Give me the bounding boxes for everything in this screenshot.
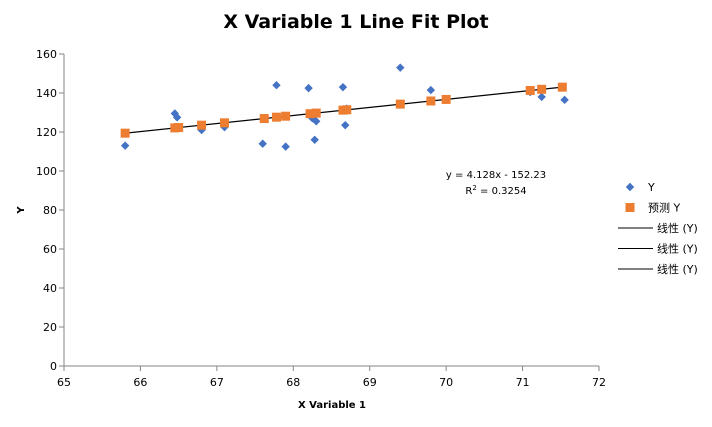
data-point-predicted-y bbox=[197, 120, 207, 130]
data-point-predicted-y bbox=[525, 85, 535, 95]
legend-label: 线性 (Y) bbox=[657, 262, 698, 276]
r2-prefix: R bbox=[465, 186, 472, 197]
data-point-y bbox=[172, 113, 182, 122]
y-tick-label: 160 bbox=[36, 48, 57, 61]
data-point-y bbox=[341, 120, 350, 130]
y-axis-title: Y bbox=[16, 206, 27, 215]
x-tick-label: 69 bbox=[363, 376, 377, 389]
chart-title: X Variable 1 Line Fit Plot bbox=[223, 11, 488, 33]
data-point-y bbox=[537, 92, 546, 102]
data-point-y bbox=[560, 95, 569, 105]
data-point-y bbox=[281, 142, 290, 151]
data-point-y bbox=[258, 139, 267, 148]
data-point-y bbox=[338, 82, 348, 92]
data-point-predicted-y bbox=[120, 128, 130, 138]
x-tick-label: 68 bbox=[286, 376, 300, 389]
legend-label: Y bbox=[647, 181, 655, 194]
r2-value: = 0.3254 bbox=[477, 186, 527, 197]
legend-label: 线性 (Y) bbox=[657, 242, 698, 256]
data-point-predicted-y bbox=[305, 109, 315, 119]
data-point-y bbox=[426, 85, 436, 95]
legend-marker-predicted-y bbox=[625, 203, 635, 212]
legend: Y 预测 Y 线性 (Y) 线性 (Y) 线性 (Y) bbox=[618, 181, 698, 276]
y-axis: 0 20 40 60 80 100 120 140 160 bbox=[36, 48, 65, 373]
data-point-y bbox=[272, 81, 281, 90]
x-tick-label: 71 bbox=[516, 376, 530, 389]
y-tick-label: 100 bbox=[36, 165, 57, 178]
data-point-predicted-y bbox=[311, 108, 321, 118]
y-tick-label: 80 bbox=[43, 204, 57, 217]
data-point-predicted-y bbox=[426, 96, 436, 106]
data-point-predicted-y bbox=[259, 114, 269, 124]
x-tick-label: 66 bbox=[133, 376, 147, 389]
y-tick-label: 40 bbox=[43, 282, 57, 295]
equation-label: y = 4.128x - 152.23 bbox=[446, 170, 546, 181]
r-squared-label: R2 = 0.3254 bbox=[465, 184, 526, 197]
trendline-equation: y = 4.128x - 152.23 R2 = 0.3254 bbox=[446, 170, 546, 197]
data-point-predicted-y bbox=[220, 118, 229, 128]
data-point-predicted-y bbox=[441, 94, 451, 104]
data-point-y bbox=[310, 135, 319, 144]
x-tick-label: 72 bbox=[592, 376, 606, 389]
y-tick-label: 140 bbox=[36, 87, 57, 100]
r2-superscript: 2 bbox=[472, 184, 476, 192]
data-point-predicted-y bbox=[395, 99, 405, 109]
legend-label: 预测 Y bbox=[648, 202, 680, 215]
series-predicted-y bbox=[120, 82, 567, 138]
data-point-y bbox=[396, 63, 405, 72]
data-point-y bbox=[312, 117, 321, 126]
data-point-predicted-y bbox=[342, 105, 352, 115]
x-tick-label: 67 bbox=[210, 376, 224, 389]
y-tick-label: 120 bbox=[36, 126, 57, 139]
data-point-predicted-y bbox=[281, 111, 291, 121]
y-tick-label: 20 bbox=[43, 321, 57, 334]
legend-marker-y bbox=[625, 182, 635, 192]
data-point-predicted-y bbox=[557, 82, 567, 92]
x-tick-label: 70 bbox=[439, 376, 453, 389]
x-tick-label: 65 bbox=[57, 376, 71, 389]
x-axis: 65 66 67 68 69 70 71 72 bbox=[57, 365, 606, 389]
data-point-predicted-y bbox=[271, 112, 281, 122]
data-point-predicted-y bbox=[174, 123, 184, 133]
data-point-predicted-y bbox=[537, 84, 547, 94]
x-axis-title: X Variable 1 bbox=[298, 400, 366, 411]
data-point-y bbox=[304, 83, 313, 93]
data-point-y bbox=[120, 141, 130, 150]
y-tick-label: 60 bbox=[43, 243, 57, 256]
legend-label: 线性 (Y) bbox=[657, 221, 698, 235]
y-tick-label: 0 bbox=[50, 360, 57, 373]
